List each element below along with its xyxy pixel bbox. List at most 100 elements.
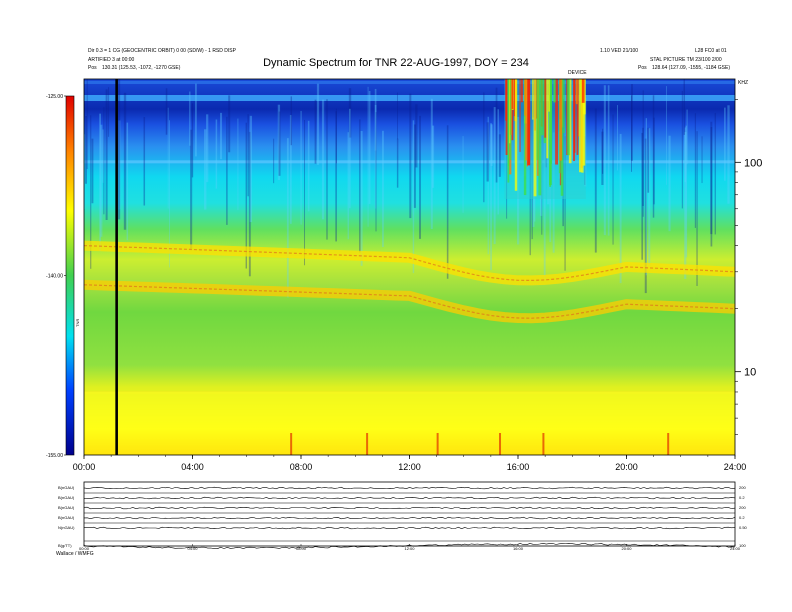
spectral-streak: [195, 83, 197, 157]
event-burst: [528, 79, 531, 166]
spectral-streak: [483, 92, 485, 203]
burst-spike: [366, 433, 369, 455]
low-frequency-zone: [84, 391, 735, 455]
panel-x-tick-label: 16:00: [513, 546, 524, 551]
spectral-streak: [498, 134, 501, 177]
spectral-streak: [108, 87, 110, 137]
burst-spike: [436, 433, 439, 455]
spectral-streak: [99, 113, 102, 252]
spectral-streak: [487, 116, 489, 255]
spectral-streak: [191, 103, 194, 178]
spectral-streak: [189, 91, 191, 146]
spectral-streak: [648, 128, 651, 266]
spectral-streak: [430, 98, 433, 230]
y-tick-label: 100: [744, 157, 762, 169]
spectral-streak: [710, 127, 713, 247]
event-burst: [573, 79, 576, 161]
panel-x-tick-label: 24:00: [730, 546, 741, 551]
spectral-streak: [696, 131, 698, 286]
spectral-streak: [368, 90, 371, 204]
panel-label: B(g/TT): [58, 543, 72, 548]
spectral-streak: [289, 115, 292, 224]
spectral-streak: [644, 138, 647, 294]
spectral-streak: [348, 88, 352, 138]
spectral-streak: [117, 79, 121, 220]
spectral-streak: [273, 138, 275, 184]
colorbar-tick-label: -125.00: [46, 94, 63, 100]
spectral-streak: [493, 107, 496, 245]
spectral-streak: [631, 95, 633, 172]
panel-trace: [83, 516, 736, 520]
panel-x-tick-label: 08:00: [296, 546, 307, 551]
spectral-streak: [85, 116, 88, 184]
spectral-streak: [602, 128, 604, 174]
spectral-streak: [307, 120, 310, 212]
spectral-streak: [304, 119, 306, 266]
colorbar-ticks: -125.00 -140.00 -155.00: [46, 94, 66, 459]
event-burst: [563, 79, 565, 134]
stripe-100khz: [84, 160, 735, 164]
spectral-streak: [497, 109, 499, 215]
panel-x-tick-label: 04:00: [187, 546, 198, 551]
x-tick-label: 16:00: [507, 462, 530, 472]
spectral-streak: [666, 86, 667, 185]
spectral-streak: [685, 125, 688, 258]
event-burst: [544, 79, 547, 138]
spectral-streak: [247, 114, 249, 197]
panel-x-tick-label: 00:00: [79, 546, 90, 551]
stripe-8khz: [84, 390, 735, 394]
footer-label: Wallace / WMFG: [56, 551, 94, 557]
spectral-streak: [90, 115, 92, 269]
spectral-streak: [100, 124, 103, 237]
event-burst: [546, 79, 549, 159]
spectral-streak: [647, 127, 650, 193]
spectral-streak: [419, 115, 421, 239]
colorbar-label: TNR: [75, 319, 80, 327]
panel-right-label: 0.2: [739, 495, 745, 500]
spectral-streak: [412, 120, 415, 274]
spectral-streak: [206, 114, 209, 183]
spectral-streak: [462, 136, 464, 213]
spectral-streak: [248, 131, 251, 277]
header-left-line2: ARTIFIED 3 at 00:00: [88, 57, 135, 63]
spectral-streak: [326, 99, 328, 240]
spectral-streak: [409, 93, 412, 219]
spectral-streak: [167, 107, 169, 209]
panel-x-tick-label: 20:00: [621, 546, 632, 551]
event-burst: [581, 79, 585, 103]
spectral-streak: [631, 84, 633, 161]
spectral-streak: [102, 129, 104, 183]
spectral-streak: [314, 99, 317, 164]
spectral-streak: [204, 129, 207, 210]
khz-unit-label: KHZ: [738, 80, 748, 86]
spectral-streak: [237, 118, 239, 211]
spectral-streak: [123, 92, 127, 230]
burst-spike: [290, 433, 293, 455]
spectral-streak: [375, 112, 377, 232]
spectral-streak: [617, 105, 618, 171]
spectral-streak: [594, 108, 597, 253]
spectral-streak: [642, 127, 644, 206]
event-burst: [525, 79, 528, 161]
panel-trace: [83, 506, 736, 510]
event-burst: [523, 79, 527, 196]
panel-label: N(nGAU): [58, 525, 75, 530]
plasma-band-core: [83, 245, 736, 282]
panel-label: B(nGAU): [58, 515, 75, 520]
spectral-streak: [714, 112, 716, 235]
spectral-streak: [415, 104, 418, 168]
spectral-streak: [543, 137, 546, 280]
event-burst: [533, 79, 537, 197]
event-burst: [582, 79, 586, 166]
x-tick-label: 20:00: [615, 462, 638, 472]
spectral-streak: [278, 111, 281, 176]
event-burst: [549, 79, 552, 186]
spectral-streak: [601, 131, 604, 185]
spectral-streak: [360, 130, 363, 266]
spectral-streak: [374, 88, 377, 209]
event-burst: [505, 79, 508, 121]
panels-frame: [83, 481, 736, 547]
spectral-streak: [446, 125, 449, 279]
spectral-streak: [169, 120, 170, 268]
